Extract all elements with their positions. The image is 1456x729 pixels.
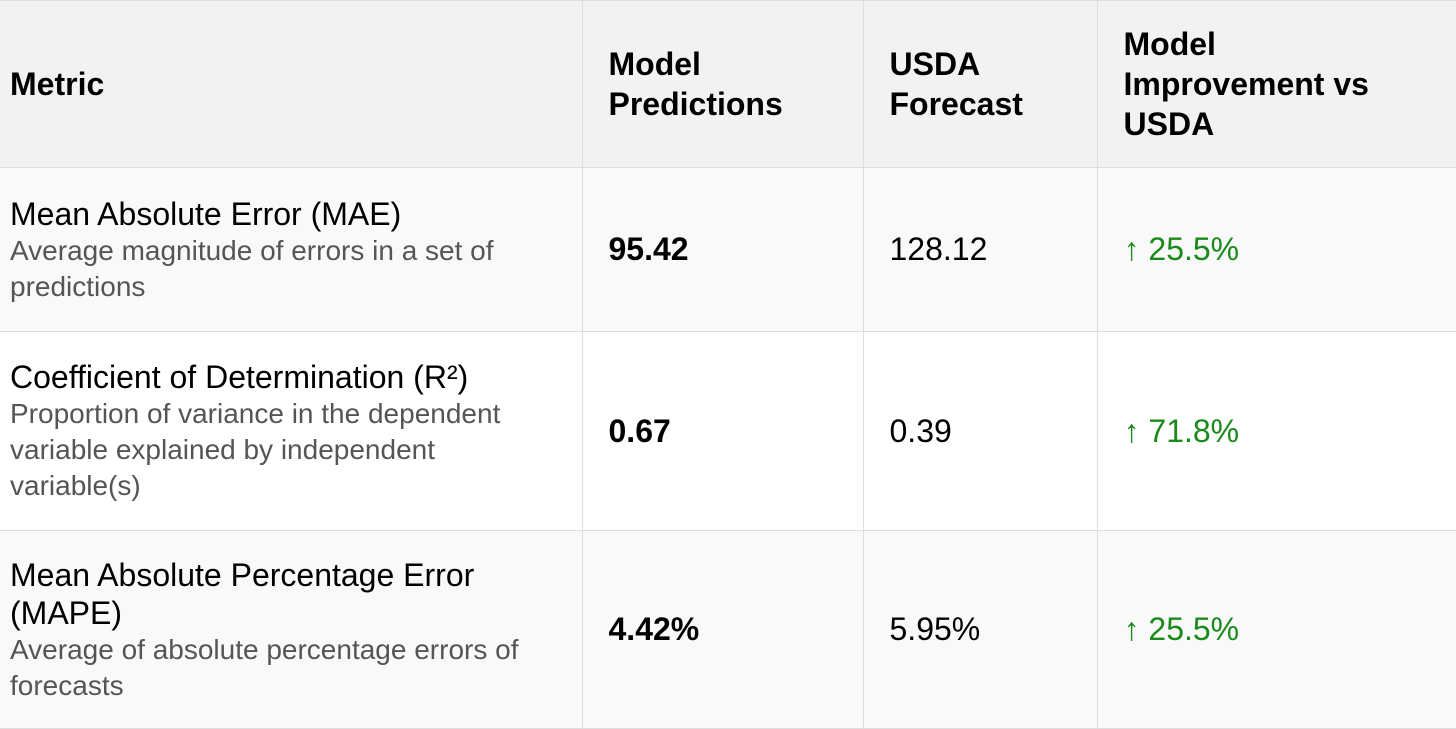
- table-row: Coefficient of Determination (R²) Proport…: [0, 331, 1456, 531]
- metric-description: Average magnitude of errors in a set of …: [10, 234, 494, 302]
- model-value: 0.67: [581, 331, 864, 531]
- improvement-value: ↑ 25.5%: [1096, 530, 1456, 729]
- header-text: Model Improvement vs USDA: [1123, 26, 1369, 142]
- metric-description: Average of absolute percentage errors of…: [10, 633, 519, 701]
- model-value: 4.42%: [581, 530, 864, 729]
- metric-name: Coefficient of Determination (R²): [10, 359, 469, 395]
- header-row: Metric Model Predictions USDA Forecast Mode…: [0, 0, 1456, 168]
- improvement-value: ↑ 25.5%: [1096, 167, 1456, 332]
- header-cell: USDA Forecast: [862, 0, 1098, 168]
- metric-name: Mean Absolute Percentage Error (MAPE): [10, 556, 475, 631]
- metric-cell: Mean Absolute Percentage Error (MAPE) Ave…: [0, 530, 583, 729]
- usda-value: 0.39: [862, 331, 1098, 531]
- header-text: Metric: [10, 66, 105, 102]
- header-cell: Metric: [0, 0, 583, 168]
- header-cell: Model Improvement vs USDA: [1096, 0, 1456, 168]
- metric-cell: Mean Absolute Error (MAE) Average magnitu…: [0, 167, 583, 332]
- usda-value: 128.12: [862, 167, 1098, 332]
- table-row: Mean Absolute Percentage Error (MAPE) Ave…: [0, 530, 1456, 729]
- header-cell: Model Predictions: [581, 0, 864, 168]
- improvement-value: ↑ 71.8%: [1096, 331, 1456, 531]
- header-text: USDA Forecast: [889, 46, 1023, 122]
- usda-value: 5.95%: [862, 530, 1098, 729]
- metric-name: Mean Absolute Error (MAE): [10, 195, 402, 232]
- model-value: 95.42: [581, 167, 864, 332]
- table-row: Mean Absolute Error (MAE) Average magnitu…: [0, 167, 1456, 332]
- header-text: Model Predictions: [608, 46, 783, 122]
- metric-description: Proportion of variance in the dependent …: [10, 398, 501, 501]
- metric-cell: Coefficient of Determination (R²) Proport…: [0, 331, 583, 531]
